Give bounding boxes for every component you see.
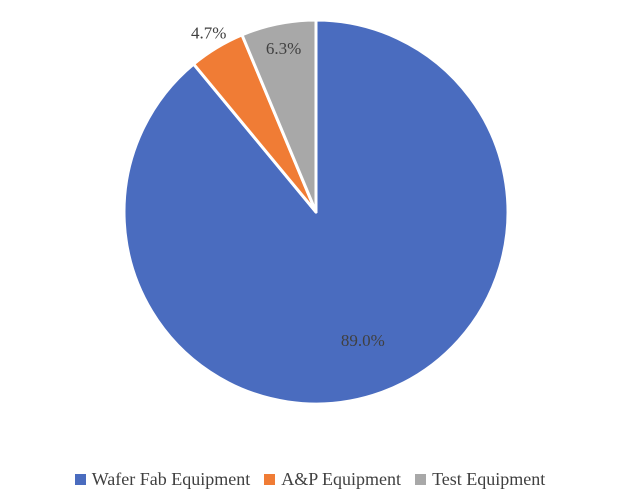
data-label-wafer-fab: 89.0% bbox=[341, 331, 385, 350]
slice-test-equipment bbox=[240, 18, 318, 214]
data-label-ap-equipment: 4.7% bbox=[191, 23, 226, 42]
legend-label-ap-equipment: A&P Equipment bbox=[281, 468, 402, 489]
legend-item-test-equipment: Test Equipment bbox=[415, 469, 545, 490]
legend-item-ap-equipment: A&P Equipment bbox=[264, 469, 401, 490]
pie-data-labels: 89.0% 4.7% 6.3% bbox=[191, 23, 385, 350]
legend-label-test-equipment: Test Equipment bbox=[432, 468, 546, 489]
pie-slices bbox=[122, 18, 510, 406]
legend: Wafer Fab Equipment A&P Equipment Test E… bbox=[0, 466, 620, 492]
legend-swatch-wafer-fab bbox=[74, 473, 86, 485]
legend-swatch-test-equipment bbox=[415, 473, 427, 485]
legend-swatch-ap-equipment bbox=[264, 473, 276, 485]
data-label-test-equipment: 6.3% bbox=[266, 39, 301, 58]
legend-label-wafer-fab: Wafer Fab Equipment bbox=[91, 468, 251, 489]
legend-item-wafer-fab: Wafer Fab Equipment bbox=[74, 468, 251, 490]
